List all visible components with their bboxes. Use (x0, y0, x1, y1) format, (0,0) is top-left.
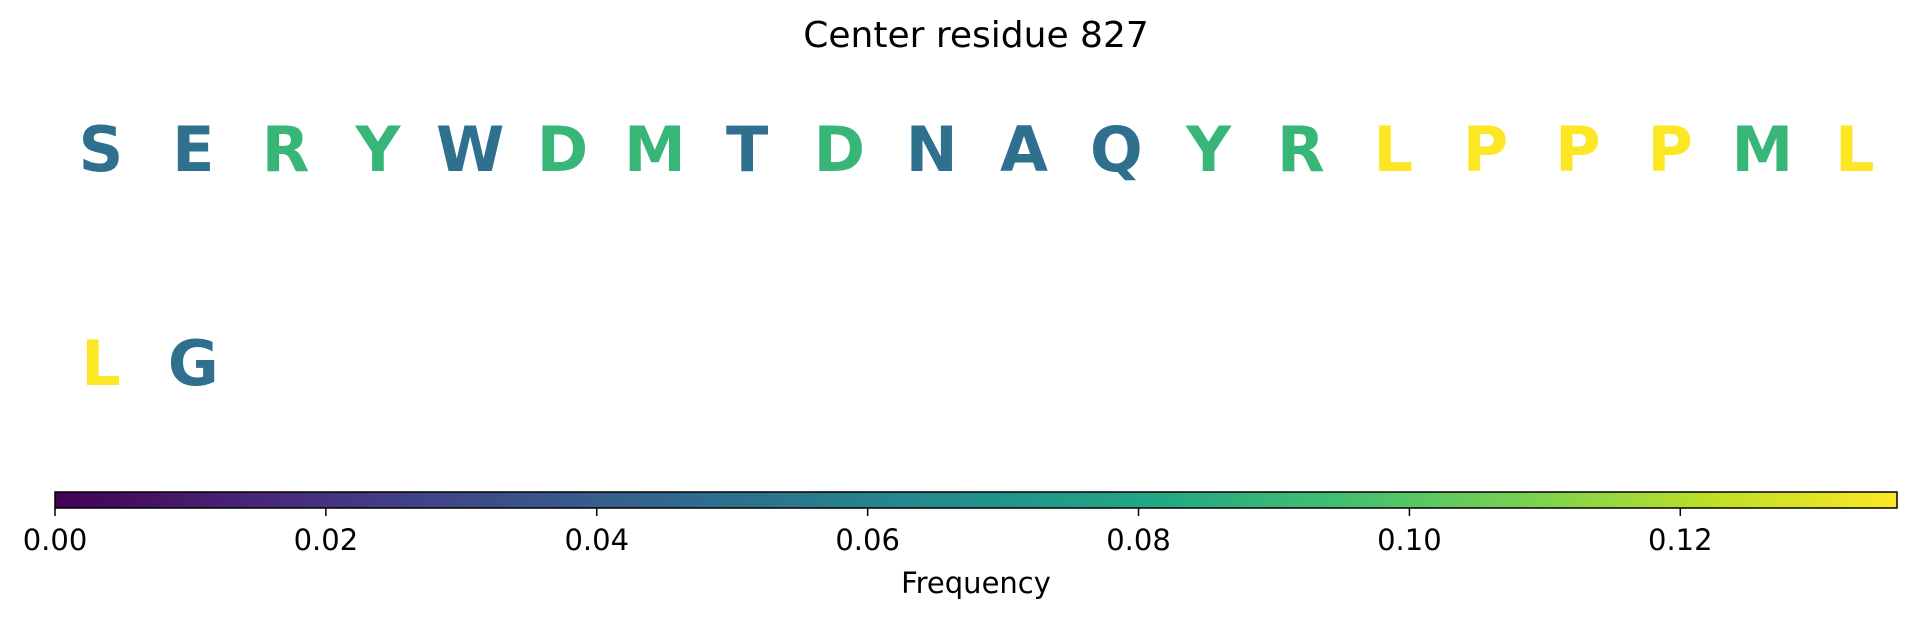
colorbar-ticks: 0.00 0.02 0.04 0.06 0.08 0.10 0.12 (23, 508, 1713, 557)
residue-letter: R (1277, 113, 1325, 186)
residue-letter: Y (354, 113, 401, 186)
colorbar-tick-label: 0.06 (835, 523, 900, 557)
residue-letter: L (1835, 113, 1875, 186)
residue-letter: Y (1185, 113, 1232, 186)
residue-letter: P (1555, 113, 1600, 186)
residue-letter: R (262, 113, 310, 186)
residue-letter: M (1732, 113, 1794, 186)
colorbar-gradient (54, 491, 1898, 509)
colorbar-tick-label: 0.02 (294, 523, 359, 557)
colorbar-tick-label: 0.12 (1648, 523, 1713, 557)
colorbar-tick-label: 0.00 (23, 523, 88, 557)
residue-letter: W (436, 113, 504, 186)
colorbar-tick-label: 0.08 (1106, 523, 1171, 557)
residue-letter: L (1373, 113, 1413, 186)
residue-letter: D (814, 113, 865, 186)
chart-title: Center residue 827 (803, 15, 1149, 56)
residue-letter: P (1463, 113, 1508, 186)
residue-letter: G (168, 327, 219, 400)
residue-letter: N (906, 113, 958, 186)
residue-letter: D (537, 113, 588, 186)
residue-sequence: S E R Y W D M T D N A Q Y R L P P P M LL G (79, 113, 1875, 400)
colorbar-tick-label: 0.10 (1377, 523, 1442, 557)
residue-letter: T (726, 113, 768, 186)
colorbar-tick-label: 0.04 (564, 523, 629, 557)
residue-letter: S (79, 113, 124, 186)
residue-letter: M (624, 113, 686, 186)
colorbar: 0.00 0.02 0.04 0.06 0.08 0.10 0.12 Frequency (23, 491, 1898, 600)
residue-letter: L (81, 327, 121, 400)
residue-letter: P (1647, 113, 1692, 186)
residue-letter: E (172, 113, 214, 186)
residue-letter: A (1000, 113, 1048, 186)
residue-letter: Q (1090, 113, 1143, 186)
colorbar-label: Frequency (901, 566, 1051, 600)
